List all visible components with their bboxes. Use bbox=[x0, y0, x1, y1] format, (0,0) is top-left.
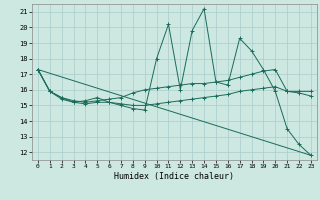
X-axis label: Humidex (Indice chaleur): Humidex (Indice chaleur) bbox=[115, 172, 234, 181]
